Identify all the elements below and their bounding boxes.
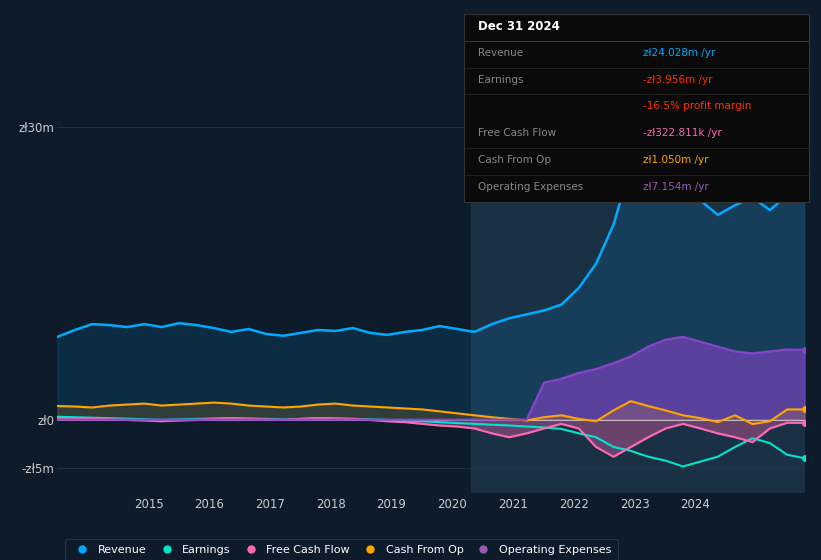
Text: Operating Expenses: Operating Expenses <box>478 182 583 192</box>
Text: zł1.050m /yr: zł1.050m /yr <box>643 155 709 165</box>
Text: -16.5% profit margin: -16.5% profit margin <box>643 101 751 111</box>
Text: zł7.154m /yr: zł7.154m /yr <box>643 182 709 192</box>
Text: -zł3.956m /yr: -zł3.956m /yr <box>643 74 713 85</box>
Text: Free Cash Flow: Free Cash Flow <box>478 128 556 138</box>
Bar <box>470 78 805 493</box>
Text: Dec 31 2024: Dec 31 2024 <box>478 20 560 32</box>
Text: Earnings: Earnings <box>478 74 523 85</box>
Text: Revenue: Revenue <box>478 48 523 58</box>
Text: -zł322.811k /yr: -zł322.811k /yr <box>643 128 722 138</box>
Text: zł24.028m /yr: zł24.028m /yr <box>643 48 715 58</box>
Legend: Revenue, Earnings, Free Cash Flow, Cash From Op, Operating Expenses: Revenue, Earnings, Free Cash Flow, Cash … <box>65 539 618 560</box>
Text: Cash From Op: Cash From Op <box>478 155 551 165</box>
